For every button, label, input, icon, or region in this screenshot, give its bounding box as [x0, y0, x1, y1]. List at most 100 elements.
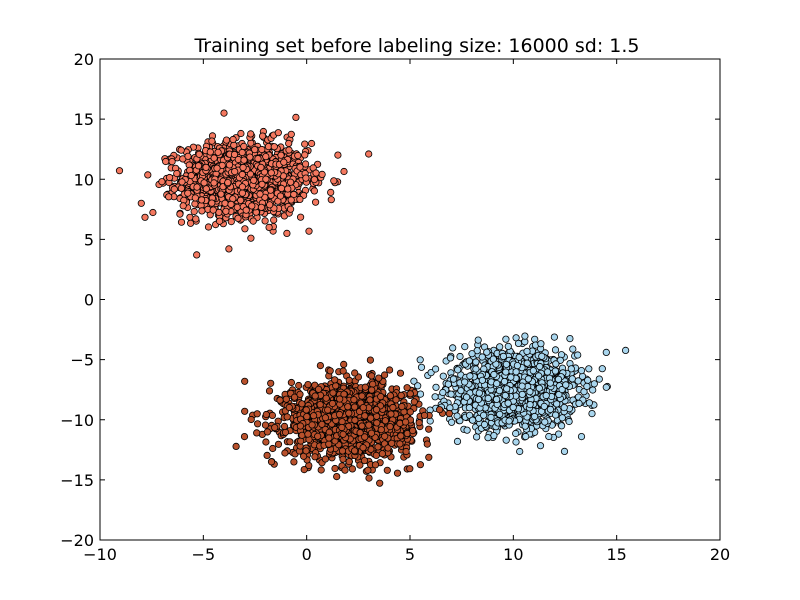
- data-point-cluster-2: [265, 387, 274, 395]
- data-point-cluster-0: [231, 168, 239, 176]
- data-point-cluster-2: [325, 440, 333, 448]
- y-tick-label: −20: [60, 531, 94, 550]
- data-point-cluster-1: [540, 402, 548, 410]
- data-point-cluster-2: [316, 361, 324, 370]
- data-point-cluster-1: [505, 417, 513, 425]
- y-tick-label: −5: [70, 351, 94, 370]
- data-point-cluster-1: [461, 342, 469, 351]
- data-point-cluster-0: [257, 163, 265, 171]
- data-point-cluster-0: [177, 146, 185, 154]
- data-point-cluster-1: [475, 389, 483, 397]
- x-tick-label: 15: [606, 545, 626, 564]
- data-point-cluster-0: [238, 189, 246, 197]
- data-point-cluster-2: [253, 429, 261, 437]
- data-point-cluster-2: [376, 479, 384, 487]
- data-point-cluster-2: [361, 412, 369, 420]
- x-tick-label: 20: [710, 545, 730, 564]
- data-point-cluster-0: [202, 163, 210, 171]
- data-point-cluster-0: [266, 186, 275, 194]
- data-point-cluster-2: [406, 465, 414, 473]
- data-point-cluster-2: [341, 466, 349, 474]
- data-point-cluster-0: [239, 163, 247, 172]
- data-point-cluster-0: [177, 218, 186, 226]
- data-point-cluster-1: [479, 411, 488, 419]
- data-point-cluster-2: [345, 457, 353, 466]
- data-point-cluster-0: [241, 225, 249, 233]
- data-point-cluster-2: [309, 412, 318, 420]
- data-point-cluster-1: [449, 344, 457, 352]
- data-point-cluster-0: [158, 178, 166, 186]
- data-point-cluster-2: [373, 419, 381, 427]
- data-point-cluster-2: [378, 450, 386, 458]
- data-point-cluster-0: [302, 174, 310, 182]
- data-point-cluster-2: [367, 429, 376, 437]
- data-point-cluster-1: [473, 347, 481, 355]
- data-point-cluster-2: [241, 377, 249, 385]
- data-point-cluster-0: [277, 151, 285, 159]
- data-point-cluster-0: [292, 113, 300, 122]
- data-point-cluster-2: [345, 409, 353, 417]
- data-point-cluster-1: [465, 404, 473, 412]
- data-point-cluster-1: [474, 336, 482, 344]
- data-point-cluster-1: [439, 372, 447, 380]
- data-point-cluster-2: [308, 421, 316, 429]
- data-point-cluster-2: [316, 400, 324, 409]
- data-point-cluster-0: [173, 169, 181, 178]
- data-point-cluster-0: [191, 194, 199, 202]
- data-point-cluster-2: [403, 384, 411, 392]
- data-point-cluster-2: [276, 396, 284, 404]
- data-point-cluster-0: [251, 146, 259, 154]
- data-point-cluster-2: [367, 414, 375, 422]
- data-point-cluster-1: [496, 343, 504, 351]
- data-point-cluster-1: [489, 355, 497, 363]
- chart-title: Training set before labeling size: 16000…: [193, 35, 639, 57]
- data-point-cluster-0: [254, 155, 262, 163]
- data-point-cluster-0: [187, 219, 195, 227]
- y-tick-label: 5: [84, 230, 94, 249]
- data-point-cluster-2: [285, 403, 293, 412]
- data-point-cluster-1: [621, 346, 630, 354]
- data-point-cluster-2: [409, 426, 417, 435]
- data-point-cluster-2: [396, 440, 404, 448]
- data-point-cluster-1: [503, 385, 511, 393]
- data-point-cluster-0: [225, 245, 233, 253]
- data-point-cluster-2: [240, 432, 249, 441]
- data-point-cluster-2: [435, 406, 444, 414]
- data-point-cluster-0: [301, 140, 309, 148]
- data-point-cluster-0: [195, 150, 203, 158]
- data-point-cluster-2: [324, 406, 332, 414]
- data-point-cluster-0: [227, 218, 235, 226]
- data-point-cluster-0: [327, 188, 335, 196]
- data-point-cluster-0: [340, 167, 348, 176]
- data-point-cluster-1: [584, 376, 592, 384]
- data-point-cluster-0: [246, 153, 254, 161]
- data-point-cluster-1: [501, 391, 509, 400]
- data-point-cluster-2: [359, 403, 367, 412]
- data-point-cluster-1: [512, 438, 520, 446]
- data-point-cluster-2: [332, 382, 340, 390]
- data-point-cluster-1: [453, 412, 461, 420]
- data-point-cluster-1: [562, 381, 570, 389]
- data-point-cluster-1: [453, 437, 462, 445]
- data-point-cluster-0: [327, 196, 335, 204]
- data-point-cluster-0: [208, 137, 216, 145]
- data-point-cluster-2: [281, 449, 289, 457]
- data-point-cluster-1: [417, 363, 426, 371]
- data-point-cluster-2: [445, 409, 453, 418]
- data-point-cluster-2: [290, 458, 298, 466]
- data-point-cluster-2: [383, 466, 391, 474]
- data-point-cluster-0: [256, 190, 264, 198]
- data-point-cluster-1: [509, 403, 517, 411]
- data-point-cluster-1: [483, 348, 491, 356]
- data-point-cluster-0: [257, 203, 265, 211]
- data-point-cluster-2: [389, 403, 397, 412]
- data-point-cluster-0: [198, 196, 206, 204]
- data-point-cluster-0: [237, 196, 245, 204]
- data-point-cluster-0: [318, 170, 326, 178]
- data-point-cluster-1: [447, 418, 456, 426]
- data-point-cluster-1: [465, 357, 473, 365]
- data-point-cluster-2: [350, 396, 358, 404]
- data-point-cluster-1: [577, 432, 586, 441]
- data-point-cluster-2: [261, 421, 270, 429]
- data-point-cluster-1: [463, 426, 471, 434]
